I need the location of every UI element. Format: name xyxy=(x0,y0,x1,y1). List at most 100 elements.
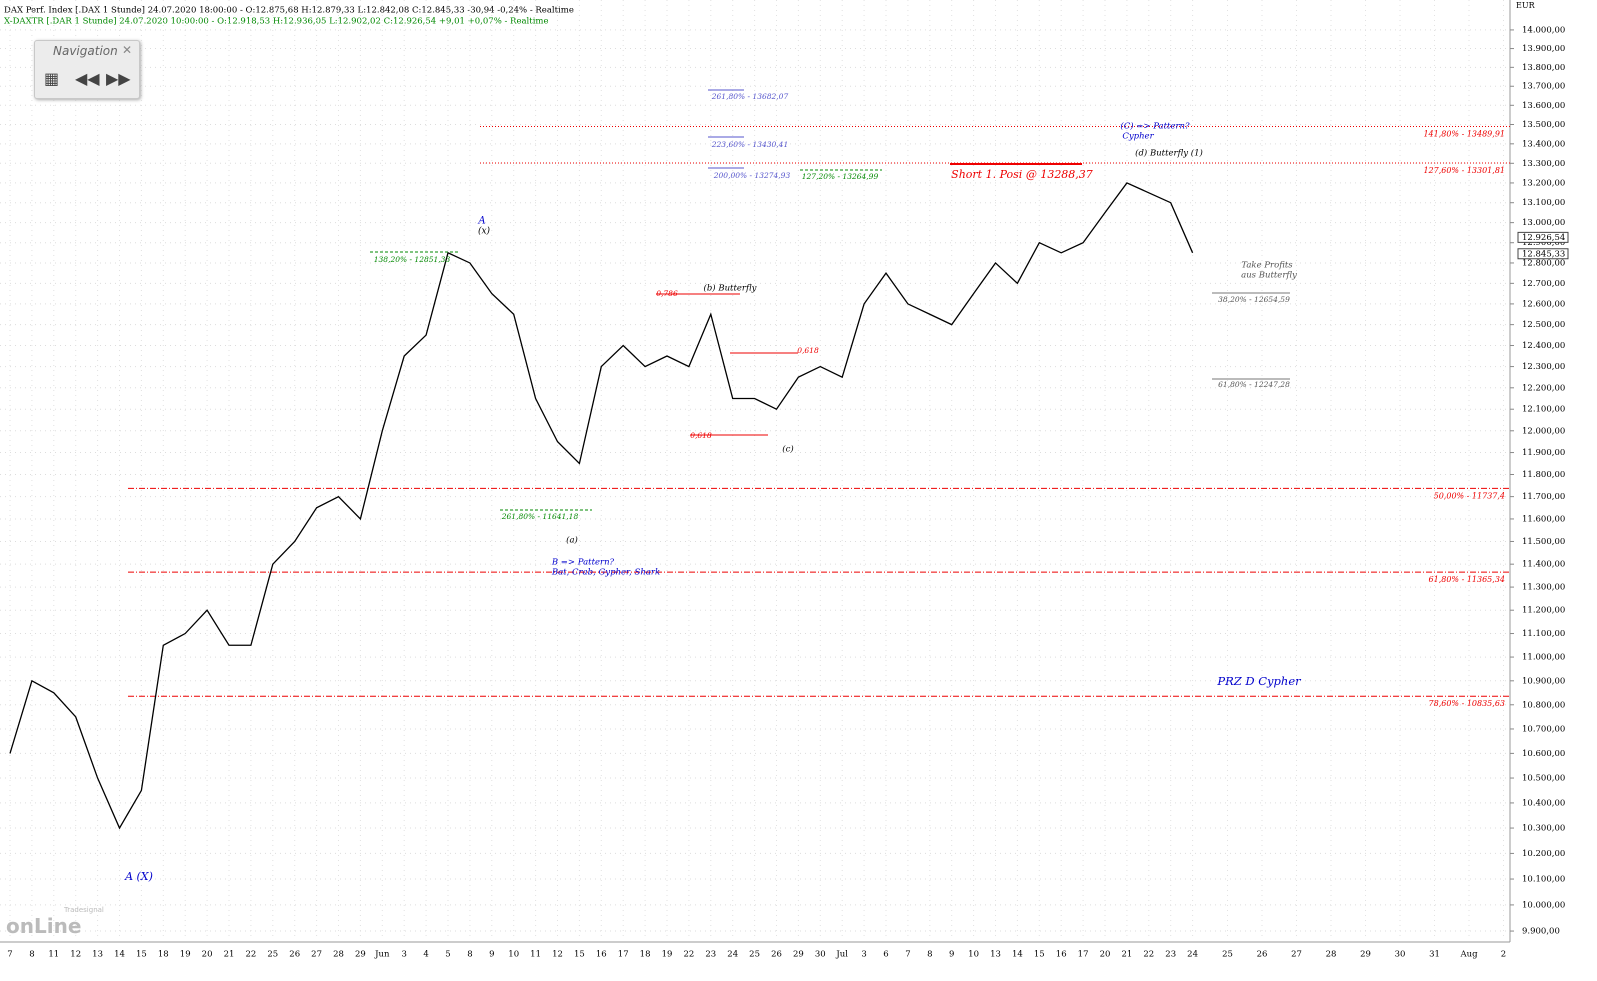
logo-brand: Tradesignal xyxy=(64,906,104,914)
x-tick-label: 28 xyxy=(333,950,344,960)
x-tick-label: 12 xyxy=(552,950,563,960)
y-tick-label: 13.900,00 xyxy=(1522,44,1565,54)
y-tick-label: 11.000,00 xyxy=(1522,653,1565,663)
y-tick-label: 12.300,00 xyxy=(1522,362,1565,372)
level-label: 141,80% - 13489,91 xyxy=(1423,129,1505,138)
annotation: (c) xyxy=(782,444,793,455)
annotation: 200,00% - 13274,93 xyxy=(713,171,791,180)
y-tick-label: 10.300,00 xyxy=(1522,824,1565,834)
x-tick-label: 15 xyxy=(574,950,585,960)
x-tick-label: 18 xyxy=(158,950,169,960)
x-tick-label: 25 xyxy=(749,950,760,960)
annotation: Take Profits xyxy=(1241,261,1293,271)
annotation: 127,20% - 13264,99 xyxy=(802,172,879,181)
last-price-label: 12.926,54 xyxy=(1522,233,1565,243)
x-tick-label: 8 xyxy=(467,950,472,960)
annotation: (C) => Pattern? xyxy=(1120,121,1190,132)
x-tick-label: 3 xyxy=(861,950,866,960)
x-tick-label: 10 xyxy=(508,950,519,960)
x-tick-label: 29 xyxy=(793,950,804,960)
y-tick-label: 13.700,00 xyxy=(1522,82,1565,92)
x-tick-label: 4 xyxy=(423,950,428,960)
annotation: 0,618 xyxy=(797,346,819,355)
x-tick-label: 24 xyxy=(727,950,738,960)
x-tick-label: 16 xyxy=(596,950,607,960)
level-label: 127,60% - 13301,81 xyxy=(1423,166,1505,175)
x-tick-label: 22 xyxy=(245,950,256,960)
x-tick-label: 25 xyxy=(1222,950,1233,960)
y-tick-label: 12.000,00 xyxy=(1522,426,1565,436)
y-tick-label: 13.200,00 xyxy=(1522,178,1565,188)
y-tick-label: 12.500,00 xyxy=(1522,320,1565,330)
rewind-button[interactable]: ◀◀ xyxy=(75,69,100,88)
y-tick-label: 12.900,00 xyxy=(1522,238,1565,248)
x-tick-label: 27 xyxy=(1291,950,1302,960)
x-tick-label: 31 xyxy=(1429,950,1440,960)
annotation: Short 1. Posi @ 13288,37 xyxy=(951,168,1093,181)
annotation: aus Butterfly xyxy=(1241,271,1297,281)
header-line-1: DAX Perf. Index [.DAX 1 Stunde] 24.07.20… xyxy=(4,6,574,16)
x-tick-label: 11 xyxy=(530,950,541,960)
y-tick-label: 10.500,00 xyxy=(1522,774,1565,784)
annotation: 261,80% - 11641,18 xyxy=(501,512,579,521)
x-tick-label: 2 xyxy=(1501,950,1506,960)
annotation: (b) Butterfly xyxy=(704,283,757,294)
y-tick-label: 13.800,00 xyxy=(1522,63,1565,73)
y-tick-label: 12.100,00 xyxy=(1522,405,1565,415)
y-tick-label: 11.800,00 xyxy=(1522,470,1565,480)
annotation: 138,20% - 12851,33 xyxy=(374,255,451,264)
y-tick-label: 11.300,00 xyxy=(1522,583,1565,593)
x-tick-label: 29 xyxy=(355,950,366,960)
x-tick-label: 6 xyxy=(883,950,888,960)
y-tick-label: 9.900,00 xyxy=(1522,927,1560,937)
y-tick-label: 12.200,00 xyxy=(1522,383,1565,393)
x-tick-label: 8 xyxy=(29,950,34,960)
logo: Tradesignal onLine xyxy=(6,906,104,938)
x-tick-label: 28 xyxy=(1326,950,1337,960)
y-tick-label: 13.400,00 xyxy=(1522,139,1565,149)
y-tick-label: 10.400,00 xyxy=(1522,798,1565,808)
y-tick-label: 13.600,00 xyxy=(1522,101,1565,111)
x-tick-label: 23 xyxy=(705,950,716,960)
x-tick-label: 22 xyxy=(1143,950,1154,960)
x-tick-label: 18 xyxy=(640,950,651,960)
x-tick-label: Aug xyxy=(1459,950,1478,960)
y-tick-label: 10.900,00 xyxy=(1522,676,1565,686)
y-tick-label: 11.100,00 xyxy=(1522,629,1565,639)
level-label: 78,60% - 10835,63 xyxy=(1429,699,1505,708)
annotation: 223,60% - 13430,41 xyxy=(711,140,788,149)
y-tick-label: 10.100,00 xyxy=(1522,875,1565,885)
y-tick-label: 10.600,00 xyxy=(1522,749,1565,759)
grid-button[interactable]: ▦ xyxy=(44,69,60,88)
x-tick-label: 10 xyxy=(968,950,979,960)
x-tick-label: 13 xyxy=(990,950,1001,960)
x-tick-label: 20 xyxy=(1100,950,1111,960)
x-tick-label: 27 xyxy=(311,950,322,960)
x-tick-label: 17 xyxy=(1078,950,1089,960)
y-tick-label: 11.700,00 xyxy=(1522,492,1565,502)
x-tick-label: 29 xyxy=(1360,950,1371,960)
y-tick-label: 11.900,00 xyxy=(1522,448,1565,458)
annotation: 38,20% - 12654,59 xyxy=(1218,295,1290,304)
x-tick-label: 7 xyxy=(7,950,12,960)
x-tick-label: 24 xyxy=(1187,950,1198,960)
x-tick-label: 26 xyxy=(771,950,782,960)
x-tick-label: 15 xyxy=(136,950,147,960)
y-tick-label: 14.000,00 xyxy=(1522,25,1565,35)
x-tick-label: Jun xyxy=(374,950,390,960)
annotation: Cypher xyxy=(1122,132,1154,142)
x-tick-label: 8 xyxy=(927,950,932,960)
x-tick-label: 11 xyxy=(48,950,59,960)
forward-button[interactable]: ▶▶ xyxy=(106,69,131,88)
y-tick-label: 12.600,00 xyxy=(1522,299,1565,309)
last-price-box xyxy=(1517,248,1569,260)
x-tick-label: 23 xyxy=(1165,950,1176,960)
y-tick-label: 13.000,00 xyxy=(1522,218,1565,228)
x-tick-label: 20 xyxy=(202,950,213,960)
annotation: (d) Butterfly (1) xyxy=(1135,148,1203,159)
y-tick-label: 11.600,00 xyxy=(1522,514,1565,524)
y-tick-label: 12.700,00 xyxy=(1522,279,1565,289)
level-label: 50,00% - 11737,4 xyxy=(1434,491,1505,500)
close-button[interactable]: ✕ xyxy=(121,43,132,57)
level-label: 61,80% - 11365,34 xyxy=(1429,575,1505,584)
